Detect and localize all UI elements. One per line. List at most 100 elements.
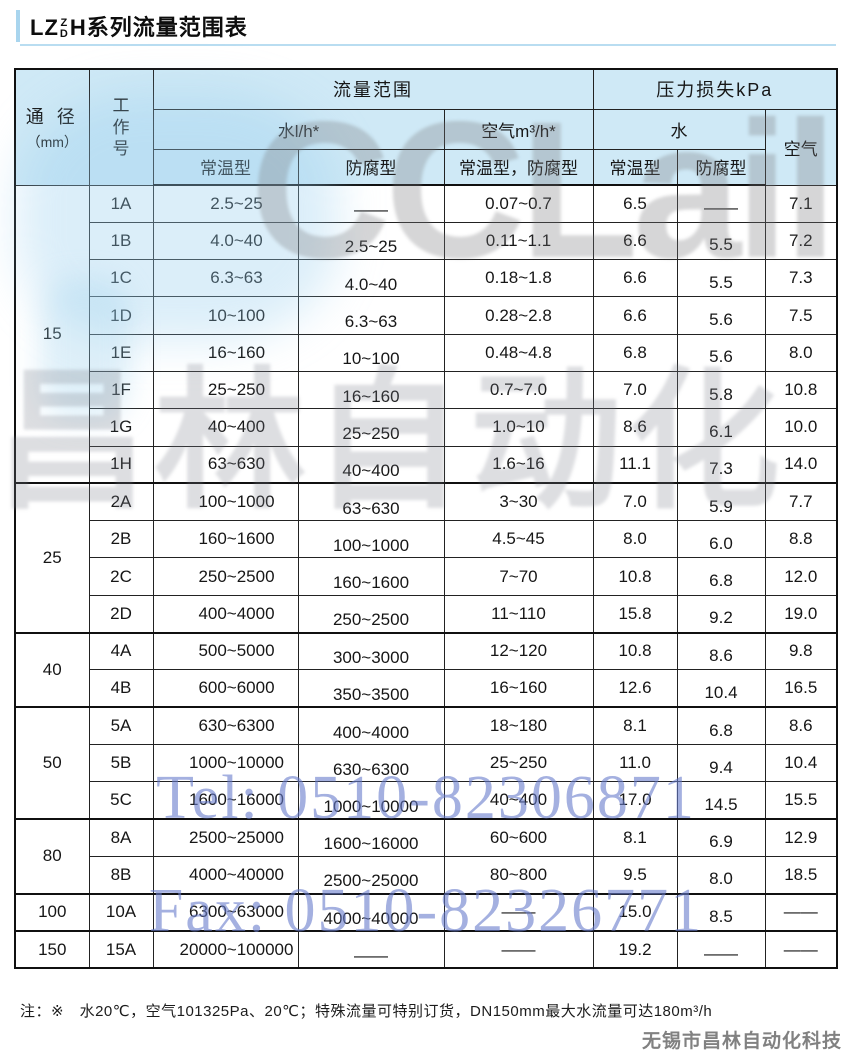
water-normal-flow-cell: 500~5000 [152,631,299,671]
air-flow-cell: —— [443,892,594,932]
table-body: 15 1A 2.5~25 —— 0.07~0.7 6.5 —— 7.1 1B 4.0~40 2.5~… [14,184,838,969]
ploss-water-normal-cell: 6.6 [592,221,678,261]
table-row: 25 2A 100~1000 63~630 3~30 7.0 5.9 7.7 [14,482,838,634]
watermark-company-name: 无锡市昌林自动化科技 [641,1031,842,1052]
ploss-water-normal-cell: 9.5 [592,855,678,895]
diameter-cell: 150 [14,929,90,969]
air-flow-cell: —— [443,929,594,969]
water-normal-flow-cell: 6.3~63 [152,259,299,298]
ploss-water-normal-cell: 11.1 [592,445,678,484]
air-flow-cell: 18~180 [443,706,594,745]
footnote: 注：※ 水20℃，空气101325Pa、20℃；特殊流量可特别订货，DN150m… [20,1003,713,1020]
work-no-cell: 1E [88,333,154,372]
ploss-air-cell: —— [764,892,838,932]
water-anti-flow-cell: 10~100 [297,333,445,372]
ploss-air-cell: 7.5 [764,296,838,335]
ploss-air-cell: 7.1 [764,184,838,223]
header-anti-type-ploss: 防腐型 [676,148,766,186]
air-flow-cell: 0.7~7.0 [443,370,594,410]
ploss-water-normal-cell: 10.8 [592,631,678,671]
ploss-water-normal-cell: 8.1 [592,818,678,857]
water-anti-flow-cell: 630~6300 [297,743,445,783]
work-no-cell: 5A [88,706,154,745]
ploss-water-normal-cell: 7.0 [592,370,678,410]
water-normal-flow-cell: 600~6000 [152,669,299,708]
ploss-water-anti-cell: 9.2 [676,594,766,634]
ploss-water-normal-cell: 10.8 [592,557,678,596]
ploss-water-anti-cell: 10.4 [676,669,766,708]
table-row: 5C 1600~16000 1000~10000 40~400 17.0 14.5 15.5 [15,781,838,820]
water-normal-flow-cell: 40~400 [152,408,299,447]
ploss-air-cell: 9.8 [764,631,838,671]
work-no-cell: 1A [88,184,154,223]
header-pressure-loss: 压力损失kPa [592,68,838,110]
ploss-water-normal-cell: 8.6 [592,408,678,447]
ploss-water-anti-cell: —— [676,929,766,969]
air-flow-cell: 1.0~10 [443,408,594,447]
ploss-water-anti-cell: 5.6 [676,333,766,372]
table-row: 5B 1000~10000 630~6300 25~250 11.0 9.4 10.4 [15,743,838,783]
water-normal-flow-cell: 16~160 [152,333,299,372]
table-row: 50 5A 630~6300 400~4000 18~180 8.1 6.8 8.6 [14,706,838,820]
ploss-water-anti-cell: 5.5 [676,259,766,298]
air-flow-cell: 0.48~4.8 [443,333,594,372]
title-stack-top: Z [60,17,69,29]
water-normal-flow-cell: 63~630 [152,445,299,484]
air-flow-cell: 40~400 [443,781,594,820]
work-no-cell: 1B [88,221,154,261]
ploss-air-cell: 10.4 [764,743,838,783]
work-no-cell: 4B [88,669,154,708]
air-flow-cell: 16~160 [443,669,594,708]
table-row: 1E 16~160 10~100 0.48~4.8 6.8 5.6 8.0 [15,333,838,372]
air-flow-cell: 7~70 [443,557,594,596]
table-row: 2D 400~4000 250~2500 11~110 15.8 9.2 19.0 [15,594,838,634]
ploss-air-cell: 7.7 [764,482,838,522]
work-no-cell: 2A [88,482,154,522]
work-no-cell: 5B [88,743,154,783]
table-row: 1C 6.3~63 4.0~40 0.18~1.8 6.6 5.5 7.3 [15,259,838,298]
ploss-water-normal-cell: 7.0 [592,482,678,522]
title-stack-bottom: D [59,28,69,40]
water-anti-flow-cell: 40~400 [297,445,445,484]
work-no-cell: 8A [88,818,154,857]
diameter-cell: 40 [14,631,90,708]
ploss-water-anti-cell: 8.6 [676,631,766,671]
ploss-air-cell: 8.6 [764,706,838,745]
table-row: 15 1A 2.5~25 —— 0.07~0.7 6.5 —— 7.1 [14,184,838,484]
ploss-water-normal-cell: 19.2 [592,929,678,969]
header-work-no: 工作号 [88,68,154,186]
table-row: 100 10A 6300~63000 4000~40000 —— 15.0 8.5 —— [14,892,838,932]
air-flow-cell: 25~250 [443,743,594,783]
ploss-water-normal-cell: 8.1 [592,706,678,745]
ploss-water-normal-cell: 6.8 [592,333,678,372]
water-normal-flow-cell: 4.0~40 [152,221,299,261]
ploss-water-normal-cell: 15.0 [592,892,678,932]
diameter-cell: 100 [14,892,90,932]
ploss-water-normal-cell: 17.0 [592,781,678,820]
header-work-no-label: 工作号 [112,96,130,158]
water-normal-flow-cell: 6300~63000 [152,892,299,932]
ploss-air-cell: 15.5 [764,781,838,820]
work-no-cell: 1F [88,370,154,410]
air-flow-cell: 0.07~0.7 [443,184,594,223]
water-anti-flow-cell: 2500~25000 [297,855,445,895]
ploss-water-anti-cell: 7.3 [676,445,766,484]
work-no-cell: 4A [88,631,154,671]
diameter-cell: 50 [14,706,90,820]
header-air-flow: 空气m³/h* [443,108,594,150]
table-row: 2C 250~2500 160~1600 7~70 10.8 6.8 12.0 [15,557,838,596]
ploss-water-anti-cell: 6.1 [676,408,766,447]
header-water-flow: 水l/h* [152,108,445,150]
work-no-cell: 1G [88,408,154,447]
water-anti-flow-cell: 4.0~40 [297,259,445,298]
water-anti-flow-cell: 1600~16000 [297,818,445,857]
ploss-water-anti-cell: 8.5 [676,892,766,932]
water-anti-flow-cell: 160~1600 [297,557,445,596]
water-anti-flow-cell: —— [297,929,445,969]
ploss-air-cell: —— [764,929,838,969]
ploss-water-anti-cell: 6.8 [676,706,766,745]
table-row: 8B 4000~40000 2500~25000 80~800 9.5 8.0 18.5 [15,855,838,895]
table-row: 1G 40~400 25~250 1.0~10 8.6 6.1 10.0 [15,408,838,447]
air-flow-cell: 3~30 [443,482,594,522]
table-row: 150 15A 20000~100000 —— —— 19.2 —— —— [14,929,838,969]
